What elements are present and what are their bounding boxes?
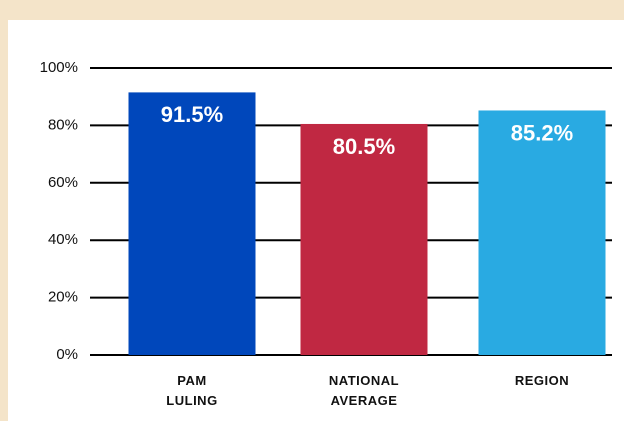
value-label: 85.2% [511, 120, 573, 145]
x-tick-label: NATIONAL AVERAGE [329, 373, 399, 408]
x-tick-label-line: PAM [177, 373, 206, 388]
y-tick-label: 80% [48, 116, 78, 133]
x-tick-label-line: AVERAGE [331, 393, 398, 408]
bar [300, 123, 428, 355]
value-label: 91.5% [161, 102, 223, 127]
x-tick-label-line: LULING [166, 393, 217, 408]
y-tick-label: 60% [48, 174, 78, 191]
value-label: 80.5% [333, 134, 395, 159]
y-tick-label: 0% [56, 346, 78, 363]
x-tick-label: REGION [515, 373, 569, 388]
x-tick-label-line: NATIONAL [329, 373, 399, 388]
x-tick-label-line: REGION [515, 373, 569, 388]
y-tick-label: 100% [40, 59, 78, 76]
x-tick-label: PAM LULING [166, 373, 217, 408]
y-tick-label: 40% [48, 231, 78, 248]
bar [128, 92, 256, 356]
y-tick-label: 20% [48, 289, 78, 306]
bar [478, 110, 606, 355]
